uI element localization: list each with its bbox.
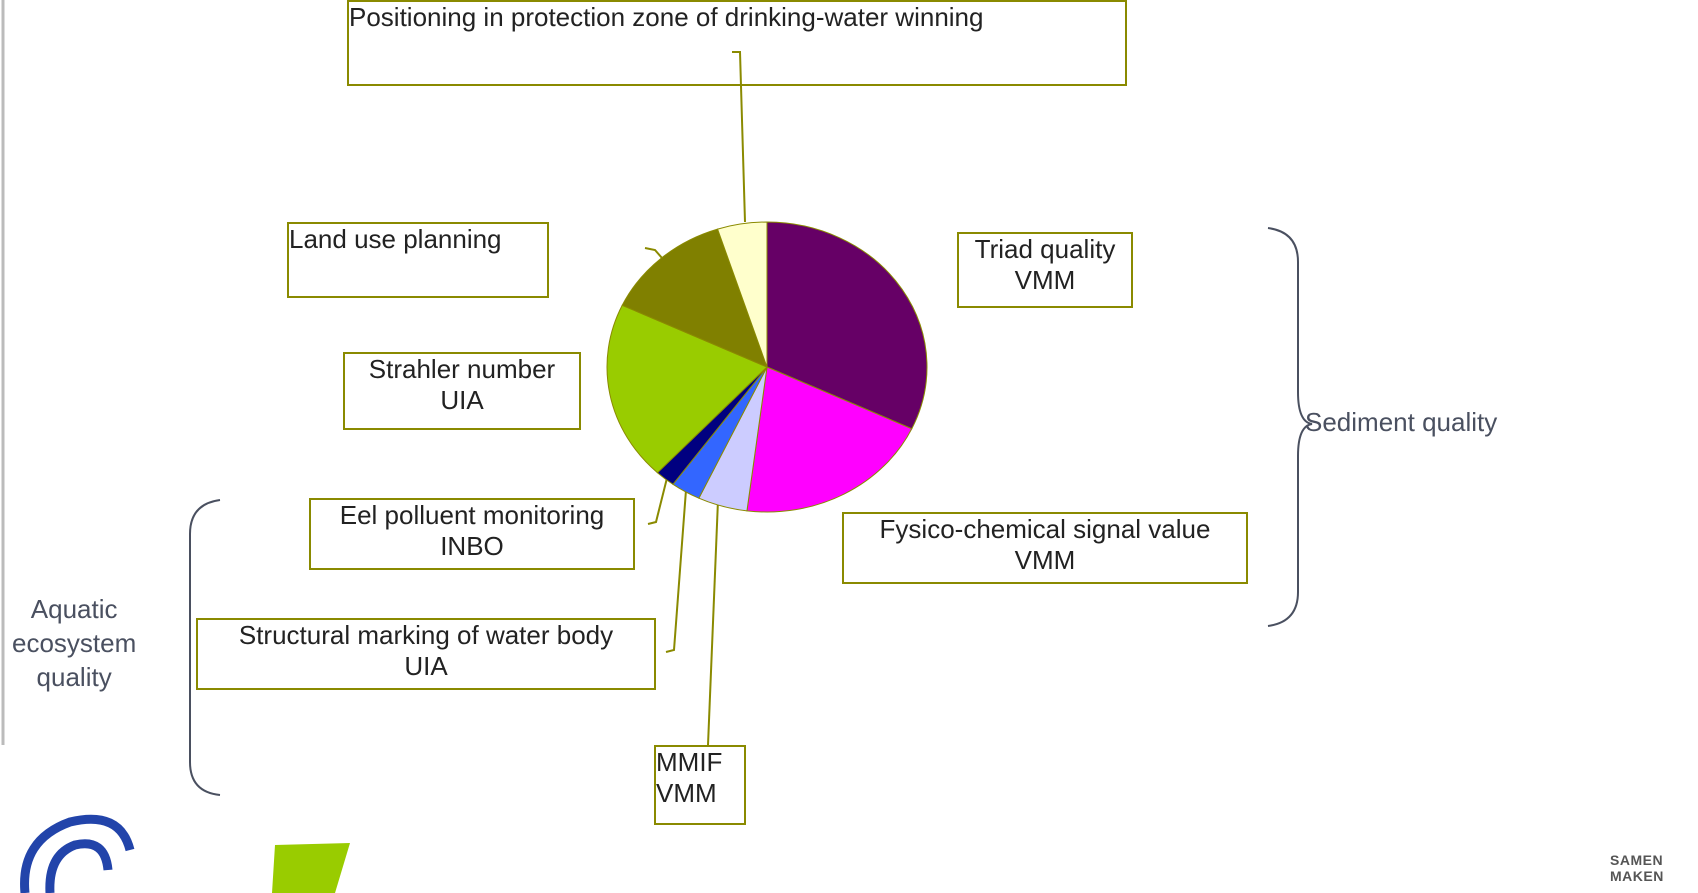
- annotation: Sediment quality: [1305, 407, 1498, 437]
- slice-label: Land use planning: [287, 222, 549, 298]
- leader-lines: [644, 51, 746, 746]
- left-bracket: [189, 499, 221, 796]
- pie-slice: [716, 221, 768, 368]
- leader-line: [665, 489, 687, 653]
- slice-label: Structural marking of water body UIA: [196, 618, 656, 690]
- leader-line: [647, 477, 668, 525]
- right-brace: [1267, 227, 1313, 627]
- slice-label: MMIF VMM: [654, 745, 746, 825]
- slice-label: Fysico-chemical signal value VMM: [842, 512, 1248, 584]
- logo-text: SAMEN MAKEN: [1610, 852, 1664, 884]
- logo-green: [272, 843, 350, 893]
- pie-slice: [746, 366, 913, 513]
- logo-arc: [20, 814, 135, 893]
- slice-label: Positioning in protection zone of drinki…: [347, 0, 1127, 86]
- leader-line: [707, 499, 719, 746]
- logo-left: [20, 814, 135, 893]
- slice-label: Eel polluent monitoring INBO: [309, 498, 635, 570]
- leader-line: [732, 51, 746, 223]
- pie-slice: [766, 221, 928, 430]
- annotation: Aquatic ecosystem quality: [12, 594, 137, 692]
- logo-arc: [45, 839, 113, 893]
- pie-slice: [621, 228, 768, 368]
- pie-slice: [606, 304, 768, 474]
- slice-label: Strahler number UIA: [343, 352, 581, 430]
- leader-line: [644, 247, 663, 259]
- slice-label: Triad quality VMM: [957, 232, 1133, 308]
